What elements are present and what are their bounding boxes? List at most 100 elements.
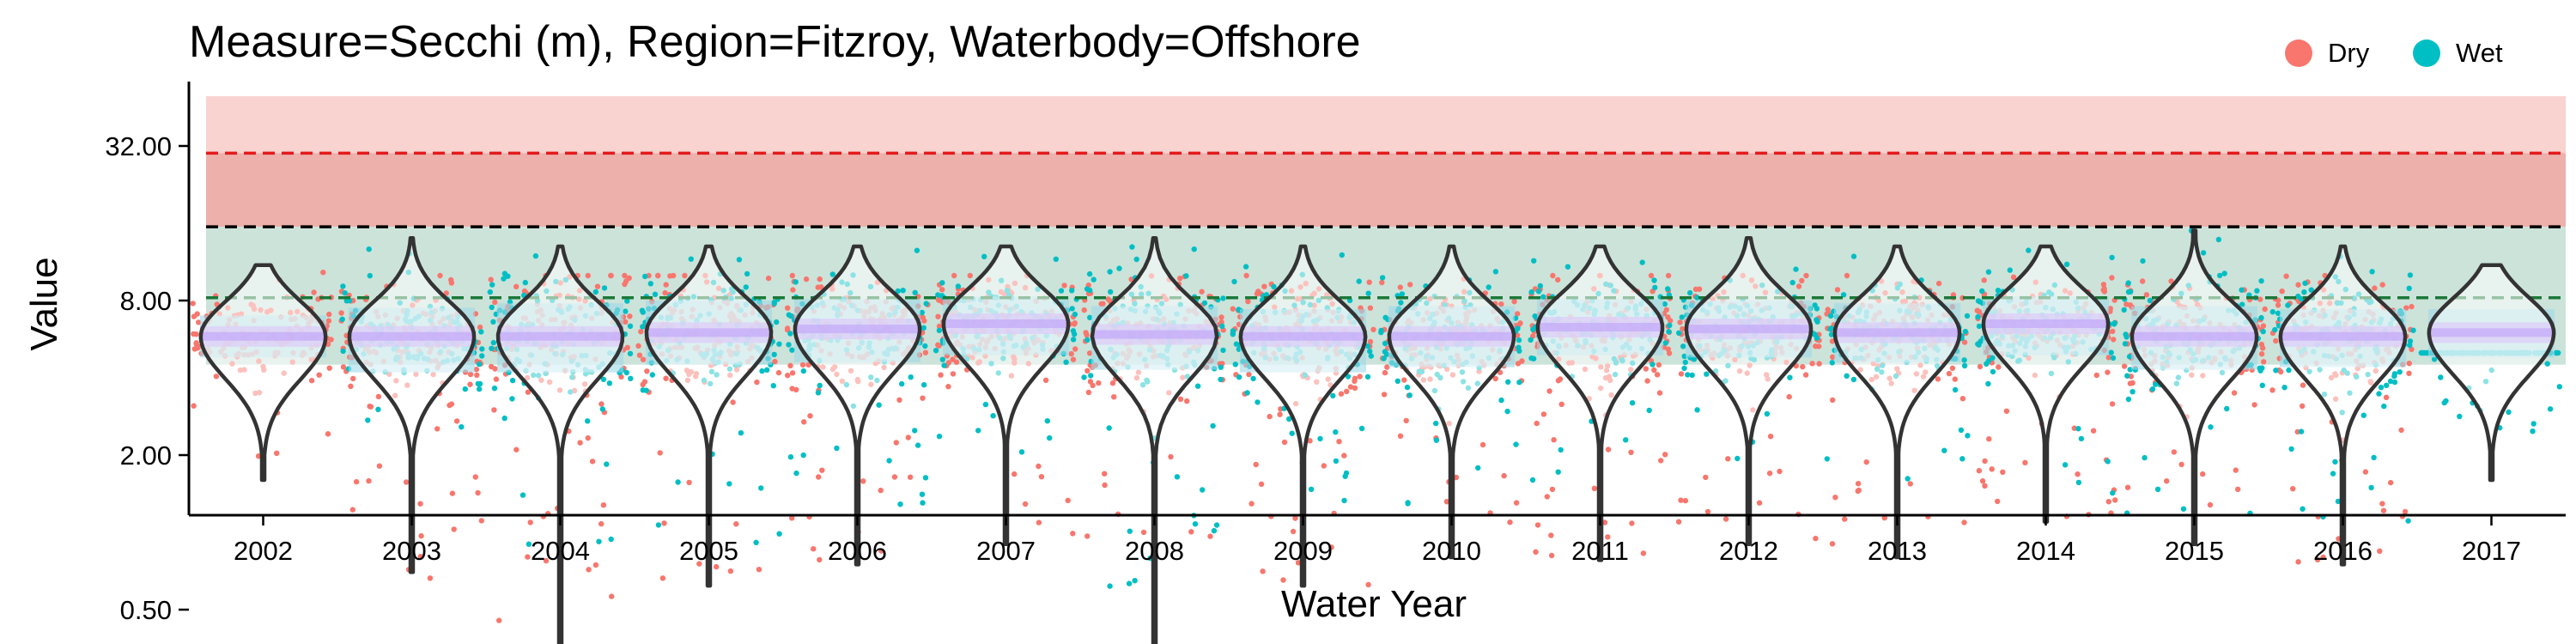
point — [2300, 404, 2305, 409]
point — [1407, 392, 1413, 398]
point — [1493, 269, 1498, 274]
point — [801, 453, 806, 458]
point — [2379, 385, 2384, 390]
point — [941, 362, 946, 368]
point — [2123, 331, 2128, 337]
point — [191, 331, 196, 337]
point — [1043, 378, 1048, 383]
point — [1110, 380, 1115, 386]
point — [785, 306, 790, 311]
point — [2201, 250, 2206, 255]
point — [2239, 288, 2244, 293]
point — [623, 319, 628, 325]
x-tick-label: 2017 — [2462, 536, 2521, 566]
point — [1193, 521, 1198, 526]
point — [1984, 361, 1989, 367]
point — [1513, 441, 1518, 447]
point — [1528, 355, 1534, 361]
point — [933, 348, 939, 353]
point — [819, 468, 824, 473]
point — [1828, 325, 1833, 331]
point — [648, 281, 653, 286]
point — [753, 540, 758, 545]
point — [1793, 266, 1798, 271]
point — [1982, 483, 1987, 489]
point — [1666, 273, 1671, 278]
point — [309, 378, 314, 383]
point — [892, 474, 897, 479]
point — [1830, 398, 1835, 403]
point — [1641, 550, 1646, 556]
point — [939, 287, 945, 292]
point — [1676, 519, 1681, 525]
point — [1220, 295, 1225, 301]
point — [2403, 509, 2408, 514]
point — [593, 562, 598, 568]
point — [772, 352, 777, 357]
point — [1535, 522, 1540, 527]
point — [663, 376, 668, 381]
point — [609, 537, 614, 542]
point — [2259, 351, 2264, 356]
point — [2272, 327, 2277, 332]
point — [899, 381, 904, 386]
point — [2281, 385, 2287, 390]
point — [1651, 368, 1656, 373]
point — [807, 413, 812, 418]
point — [533, 253, 538, 258]
point — [1233, 361, 1238, 367]
point — [1379, 280, 1384, 285]
point — [2200, 471, 2205, 477]
point — [477, 386, 482, 392]
point — [788, 454, 793, 459]
point — [2110, 490, 2115, 495]
point — [951, 273, 957, 278]
point — [1975, 341, 1980, 346]
point — [801, 368, 806, 374]
point — [860, 478, 866, 483]
point — [1132, 578, 1137, 583]
point — [1979, 289, 1984, 294]
point — [1357, 278, 1362, 283]
point — [463, 386, 468, 392]
point — [2216, 237, 2221, 242]
point — [2372, 285, 2377, 290]
point — [1975, 308, 1980, 313]
point — [1099, 301, 1104, 307]
point — [1254, 462, 1259, 467]
point — [366, 478, 371, 483]
point — [2263, 307, 2268, 312]
point — [2407, 286, 2412, 291]
point — [2111, 337, 2116, 342]
point — [1800, 364, 1805, 369]
point — [2299, 428, 2304, 434]
point — [787, 331, 793, 336]
point — [1649, 361, 1655, 367]
point — [2406, 371, 2411, 376]
point — [1996, 288, 2001, 293]
point — [1200, 487, 1205, 492]
point — [2269, 387, 2275, 392]
point — [924, 301, 929, 306]
point — [311, 289, 316, 295]
point — [2122, 307, 2127, 313]
point — [1961, 519, 1966, 525]
point — [2408, 272, 2413, 277]
point — [1965, 313, 1970, 319]
point — [940, 357, 945, 362]
point — [675, 479, 680, 484]
point — [1290, 431, 1295, 436]
point — [1546, 388, 1552, 393]
point — [1825, 456, 1830, 461]
point — [341, 364, 346, 369]
point — [604, 461, 609, 466]
point — [1178, 397, 1183, 402]
point — [920, 492, 925, 497]
point — [640, 307, 645, 313]
point — [490, 319, 495, 325]
point — [1550, 273, 1555, 278]
point — [2222, 270, 2227, 276]
point — [2063, 462, 2068, 467]
point — [908, 475, 913, 480]
